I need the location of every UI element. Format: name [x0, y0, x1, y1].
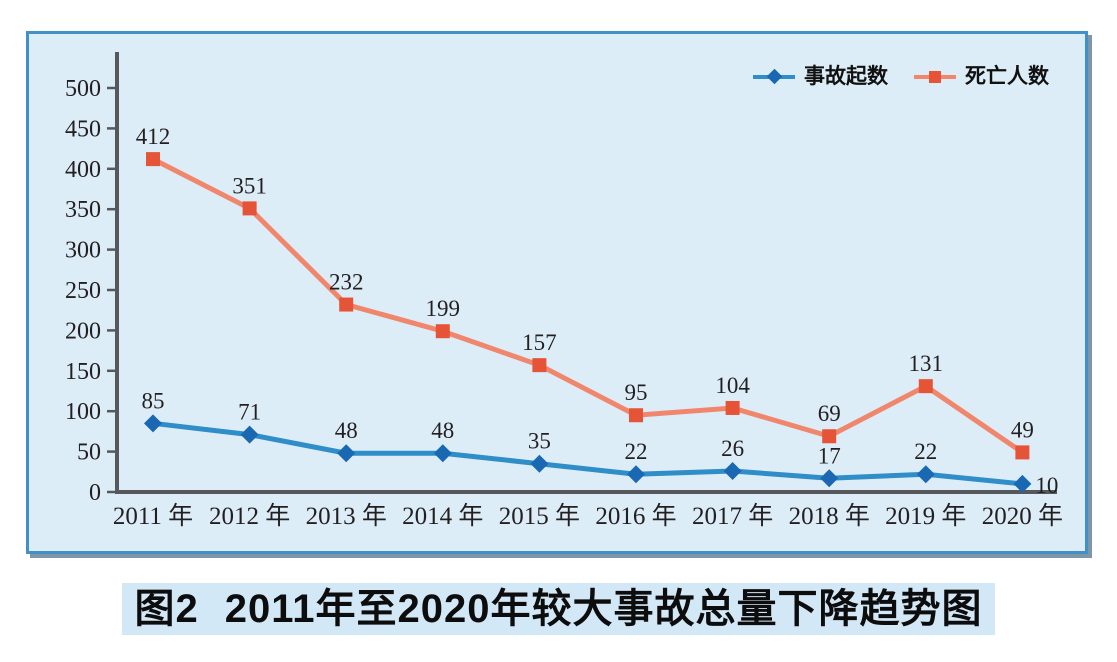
trend-line-chart: 0 50 100 150 200 250 300 350 400 450 500 2011 年 2012…	[65, 52, 1063, 530]
x-tick-label: 2018 年	[789, 502, 870, 530]
data-point	[339, 297, 354, 312]
legend-item-deaths: 死亡人数	[914, 66, 1049, 87]
accidents-line-sample	[753, 68, 795, 85]
data-point-label: 104	[715, 373, 750, 398]
data-point-label: 412	[136, 124, 171, 149]
data-point-label: 351	[232, 173, 267, 198]
figure-title: 2011年至2020年较大事故总量下降趋势图	[224, 587, 983, 631]
x-tick-label: 2014 年	[402, 502, 483, 530]
x-tick-label: 2020 年	[982, 502, 1063, 530]
data-point	[144, 414, 162, 433]
y-tick-label: 100	[65, 399, 101, 425]
data-point	[1013, 474, 1032, 493]
data-point	[530, 454, 549, 473]
y-tick-label: 400	[65, 157, 101, 183]
x-tick-label: 2013 年	[306, 502, 387, 530]
deaths-line-sample	[914, 70, 956, 83]
data-point	[433, 444, 452, 463]
data-point	[723, 461, 742, 480]
data-point-label: 69	[818, 401, 841, 426]
series-line-deaths	[151, 156, 1024, 455]
y-tick-label: 200	[65, 318, 101, 344]
y-tick-label: 300	[65, 238, 101, 264]
data-point	[725, 400, 740, 415]
data-point	[916, 465, 935, 484]
series-line-accidents	[152, 420, 1023, 487]
data-point-label: 26	[721, 436, 744, 461]
x-tick-label: 2019 年	[885, 502, 966, 530]
data-point	[532, 358, 547, 373]
data-point-label: 49	[1011, 417, 1034, 442]
data-point-label: 232	[329, 270, 364, 295]
accidents-series-label: 事故起数	[804, 65, 888, 88]
data-point-label: 131	[909, 351, 944, 376]
data-point-label: 157	[522, 330, 557, 355]
x-tick-label: 2016 年	[595, 502, 676, 530]
diamond-marker-icon	[766, 68, 782, 85]
data-point-label: 48	[335, 418, 358, 443]
legend-item-accidents: 事故起数	[753, 66, 888, 87]
square-marker-icon	[929, 70, 941, 83]
figure-number: 图2	[134, 587, 199, 631]
deaths-series-label: 死亡人数	[965, 65, 1049, 88]
data-point	[337, 444, 356, 463]
y-tick-label: 150	[65, 359, 101, 385]
x-tick-label: 2011 年	[113, 502, 193, 530]
data-point	[1015, 445, 1030, 460]
y-tick-label: 450	[65, 116, 101, 142]
figure-caption-text: 图2 2011年至2020年较大事故总量下降趋势图	[122, 583, 995, 635]
chart-panel: 0 50 100 150 200 250 300 350 400 450 500 2011 年 2012…	[26, 31, 1088, 554]
x-tick-label: 2015 年	[499, 502, 580, 530]
data-point	[242, 201, 257, 216]
data-point-label: 17	[818, 443, 841, 468]
data-point-label: 48	[431, 418, 454, 443]
data-point	[435, 324, 450, 339]
data-point-label: 71	[238, 400, 261, 425]
data-point	[918, 379, 933, 394]
data-point	[629, 408, 643, 423]
x-tick-label: 2012 年	[209, 502, 290, 530]
data-point-label: 199	[426, 296, 461, 321]
data-point-label: 22	[625, 439, 648, 464]
data-point	[822, 429, 837, 444]
chart-legend: 事故起数 死亡人数	[753, 66, 1049, 87]
data-point	[240, 425, 259, 444]
y-tick-label: 500	[65, 76, 101, 102]
data-point-label: 35	[528, 429, 551, 454]
data-point	[627, 465, 645, 484]
y-tick-label: 0	[89, 480, 101, 506]
data-point-label: 10	[1035, 473, 1058, 498]
data-point-label: 85	[142, 388, 165, 413]
data-point	[146, 152, 160, 167]
y-tick-label: 350	[65, 197, 101, 223]
figure-caption: 图2 2011年至2020年较大事故总量下降趋势图	[0, 583, 1117, 635]
data-point	[820, 469, 839, 488]
x-tick-label: 2017 年	[692, 502, 773, 530]
y-tick-label: 50	[77, 440, 101, 466]
data-point-label: 22	[914, 439, 937, 464]
y-tick-label: 250	[65, 278, 101, 304]
data-point-label: 95	[625, 380, 648, 405]
